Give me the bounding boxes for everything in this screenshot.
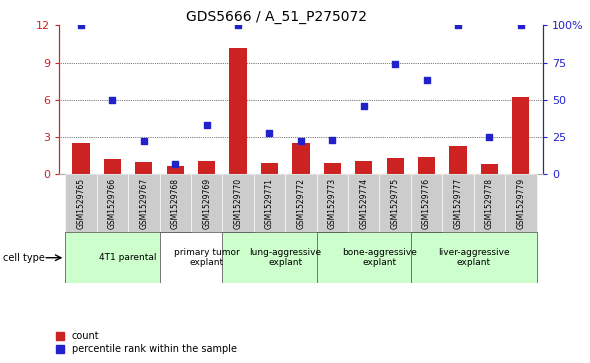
Bar	[505, 174, 536, 232]
Text: GSM1529767: GSM1529767	[139, 178, 148, 229]
Bar	[73, 143, 90, 174]
Point	[327, 137, 337, 143]
Bar	[481, 164, 498, 174]
Point	[453, 23, 463, 28]
Legend: count, percentile rank within the sample: count, percentile rank within the sample	[52, 327, 240, 358]
Bar	[104, 159, 121, 174]
Text: GSM1529774: GSM1529774	[359, 178, 368, 229]
Point	[108, 97, 117, 103]
Text: GSM1529775: GSM1529775	[391, 178, 399, 229]
Text: GSM1529765: GSM1529765	[77, 178, 86, 229]
Point	[139, 139, 149, 144]
Bar	[65, 232, 191, 283]
Point	[359, 103, 368, 109]
Text: cell type: cell type	[3, 253, 45, 263]
Bar	[450, 146, 467, 174]
Bar	[442, 174, 474, 232]
Bar	[135, 162, 152, 174]
Bar	[222, 174, 254, 232]
Bar	[285, 174, 317, 232]
Text: 4T1 parental: 4T1 parental	[99, 253, 157, 262]
Bar	[254, 174, 285, 232]
Bar	[317, 232, 442, 283]
Bar	[474, 174, 505, 232]
Text: primary tumor
explant: primary tumor explant	[174, 248, 240, 268]
Text: GSM1529772: GSM1529772	[296, 178, 306, 229]
Point	[76, 23, 86, 28]
Point	[234, 23, 243, 28]
Bar	[97, 174, 128, 232]
Bar	[230, 48, 247, 174]
Text: bone-aggressive
explant: bone-aggressive explant	[342, 248, 417, 268]
Bar	[65, 174, 97, 232]
Bar	[512, 97, 529, 174]
Bar	[411, 174, 442, 232]
Bar	[198, 160, 215, 174]
Bar	[292, 143, 310, 174]
Bar	[324, 163, 341, 174]
Text: GSM1529768: GSM1529768	[171, 178, 180, 229]
Point	[422, 78, 431, 83]
Bar	[159, 232, 254, 283]
Text: GSM1529778: GSM1529778	[485, 178, 494, 229]
Point	[391, 61, 400, 67]
Text: GSM1529773: GSM1529773	[328, 178, 337, 229]
Bar	[128, 174, 159, 232]
Point	[516, 23, 526, 28]
Bar	[317, 174, 348, 232]
Bar	[355, 160, 372, 174]
Title: GDS5666 / A_51_P275072: GDS5666 / A_51_P275072	[186, 11, 367, 24]
Bar	[411, 232, 536, 283]
Bar	[418, 157, 435, 174]
Text: GSM1529771: GSM1529771	[265, 178, 274, 229]
Point	[484, 134, 494, 140]
Text: GSM1529770: GSM1529770	[234, 178, 242, 229]
Text: GSM1529777: GSM1529777	[454, 178, 463, 229]
Text: GSM1529776: GSM1529776	[422, 178, 431, 229]
Bar	[348, 174, 379, 232]
Text: GSM1529769: GSM1529769	[202, 178, 211, 229]
Point	[202, 122, 211, 128]
Bar	[386, 158, 404, 174]
Point	[171, 161, 180, 167]
Point	[265, 130, 274, 135]
Point	[296, 139, 306, 144]
Bar	[166, 166, 184, 174]
Bar	[191, 174, 222, 232]
Text: GSM1529766: GSM1529766	[108, 178, 117, 229]
Text: lung-aggressive
explant: lung-aggressive explant	[249, 248, 321, 268]
Text: liver-aggressive
explant: liver-aggressive explant	[438, 248, 510, 268]
Bar	[379, 174, 411, 232]
Text: GSM1529779: GSM1529779	[516, 178, 525, 229]
Bar	[261, 163, 278, 174]
Bar	[159, 174, 191, 232]
Bar	[222, 232, 348, 283]
